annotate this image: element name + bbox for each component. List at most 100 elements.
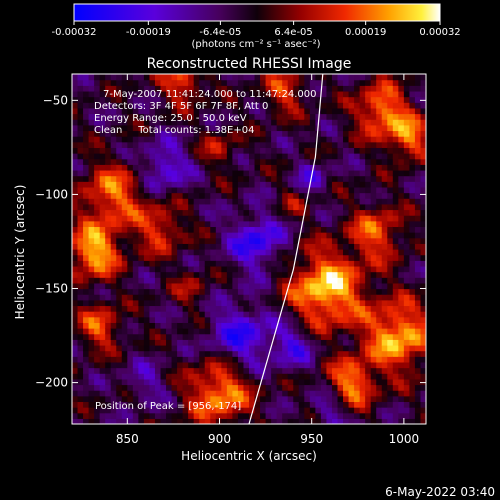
heatmap-cell: [420, 102, 426, 109]
heatmap-cell: [160, 102, 167, 109]
heatmap-cell: [387, 198, 394, 205]
heatmap-cell: [121, 361, 128, 369]
heatmap-cell: [204, 209, 211, 216]
heatmap-cell: [171, 107, 178, 115]
heatmap-cell: [143, 181, 151, 188]
heatmap-cell: [337, 136, 344, 143]
heatmap-cell: [304, 136, 311, 143]
heatmap-cell: [182, 339, 189, 346]
heatmap-cell: [77, 373, 84, 380]
heatmap-cell: [149, 192, 156, 199]
heatmap-cell: [243, 243, 250, 250]
heatmap-cell: [199, 90, 206, 98]
heatmap-cell: [298, 192, 305, 199]
heatmap-cell: [143, 390, 151, 397]
heatmap-cell: [398, 260, 405, 267]
heatmap-cell: [409, 407, 416, 414]
heatmap-cell: [282, 373, 289, 380]
heatmap-cell: [298, 277, 305, 284]
heatmap-cell: [160, 299, 167, 307]
heatmap-cell: [83, 232, 90, 239]
heatmap-cell: [370, 418, 377, 424]
heatmap-cell: [287, 102, 294, 109]
heatmap-cell: [326, 119, 333, 126]
heatmap-cell: [116, 311, 123, 318]
heatmap-cell: [94, 74, 101, 81]
heatmap-cell: [149, 181, 156, 188]
heatmap-cell: [188, 226, 195, 233]
heatmap-cell: [193, 136, 200, 143]
heatmap-cell: [72, 260, 79, 267]
heatmap-cell: [127, 74, 134, 81]
heatmap-cell: [177, 282, 184, 290]
heatmap-cell: [215, 305, 222, 312]
heatmap-cell: [72, 203, 79, 211]
heatmap-cell: [88, 169, 95, 177]
heatmap-cell: [354, 119, 361, 126]
heatmap-cell: [177, 373, 184, 380]
heatmap-cell: [276, 373, 283, 380]
heatmap-cell: [99, 395, 106, 403]
heatmap-cell: [348, 249, 355, 256]
heatmap-cell: [188, 136, 195, 143]
heatmap-cell: [265, 288, 272, 295]
heatmap-cell: [138, 79, 145, 86]
heatmap-cell: [403, 378, 411, 386]
heatmap-cell: [365, 130, 372, 137]
heatmap-cell: [138, 384, 145, 391]
heatmap-cell: [199, 356, 206, 363]
heatmap-cell: [149, 299, 156, 307]
heatmap-cell: [127, 130, 134, 137]
heatmap-cell: [177, 322, 184, 329]
heatmap-cell: [254, 384, 261, 391]
heatmap-cell: [127, 147, 134, 154]
heatmap-cell: [105, 79, 112, 86]
heatmap-cell: [105, 113, 112, 120]
heatmap-cell: [370, 102, 377, 109]
heatmap-cell: [403, 130, 411, 137]
heatmap-cell: [381, 288, 388, 295]
heatmap-cell: [354, 243, 361, 250]
heatmap-cell: [387, 147, 394, 154]
heatmap-cell: [409, 147, 416, 154]
heatmap-cell: [221, 226, 228, 233]
heatmap-cell: [204, 407, 211, 414]
heatmap-cell: [237, 215, 245, 222]
heatmap-cell: [226, 96, 234, 103]
heatmap-cell: [370, 192, 377, 199]
heatmap-cell: [77, 390, 84, 397]
heatmap-cell: [116, 130, 123, 137]
heatmap-cell: [315, 96, 322, 103]
heatmap-cell: [293, 169, 300, 177]
heatmap-cell: [249, 277, 256, 284]
heatmap-cell: [398, 186, 405, 194]
heatmap-cell: [326, 102, 333, 109]
heatmap-cell: [215, 294, 222, 301]
heatmap-cell: [215, 390, 222, 397]
heatmap-cell: [171, 328, 178, 335]
heatmap-cell: [88, 311, 95, 318]
heatmap-cell: [304, 124, 311, 132]
heatmap-cell: [171, 305, 178, 312]
heatmap-cell: [359, 350, 366, 357]
heatmap-cell: [287, 367, 294, 374]
heatmap-cell: [72, 74, 79, 81]
heatmap-cell: [298, 107, 305, 115]
heatmap-cell: [271, 169, 278, 177]
x-tick-label: 900: [208, 432, 231, 446]
heatmap-cell: [392, 130, 399, 137]
heatmap-cell: [72, 220, 79, 228]
heatmap-cell: [94, 192, 101, 199]
heatmap-cell: [110, 79, 117, 86]
heatmap-cell: [254, 299, 261, 307]
heatmap-cell: [232, 254, 239, 261]
heatmap-cell: [143, 232, 151, 239]
heatmap-cell: [293, 412, 300, 419]
heatmap-cell: [149, 136, 156, 143]
heatmap-cell: [304, 277, 311, 284]
heatmap-cell: [354, 249, 361, 256]
heatmap-cell: [343, 328, 350, 335]
heatmap-cell: [392, 418, 399, 424]
heatmap-cell: [83, 198, 90, 205]
heatmap-cell: [132, 136, 139, 143]
